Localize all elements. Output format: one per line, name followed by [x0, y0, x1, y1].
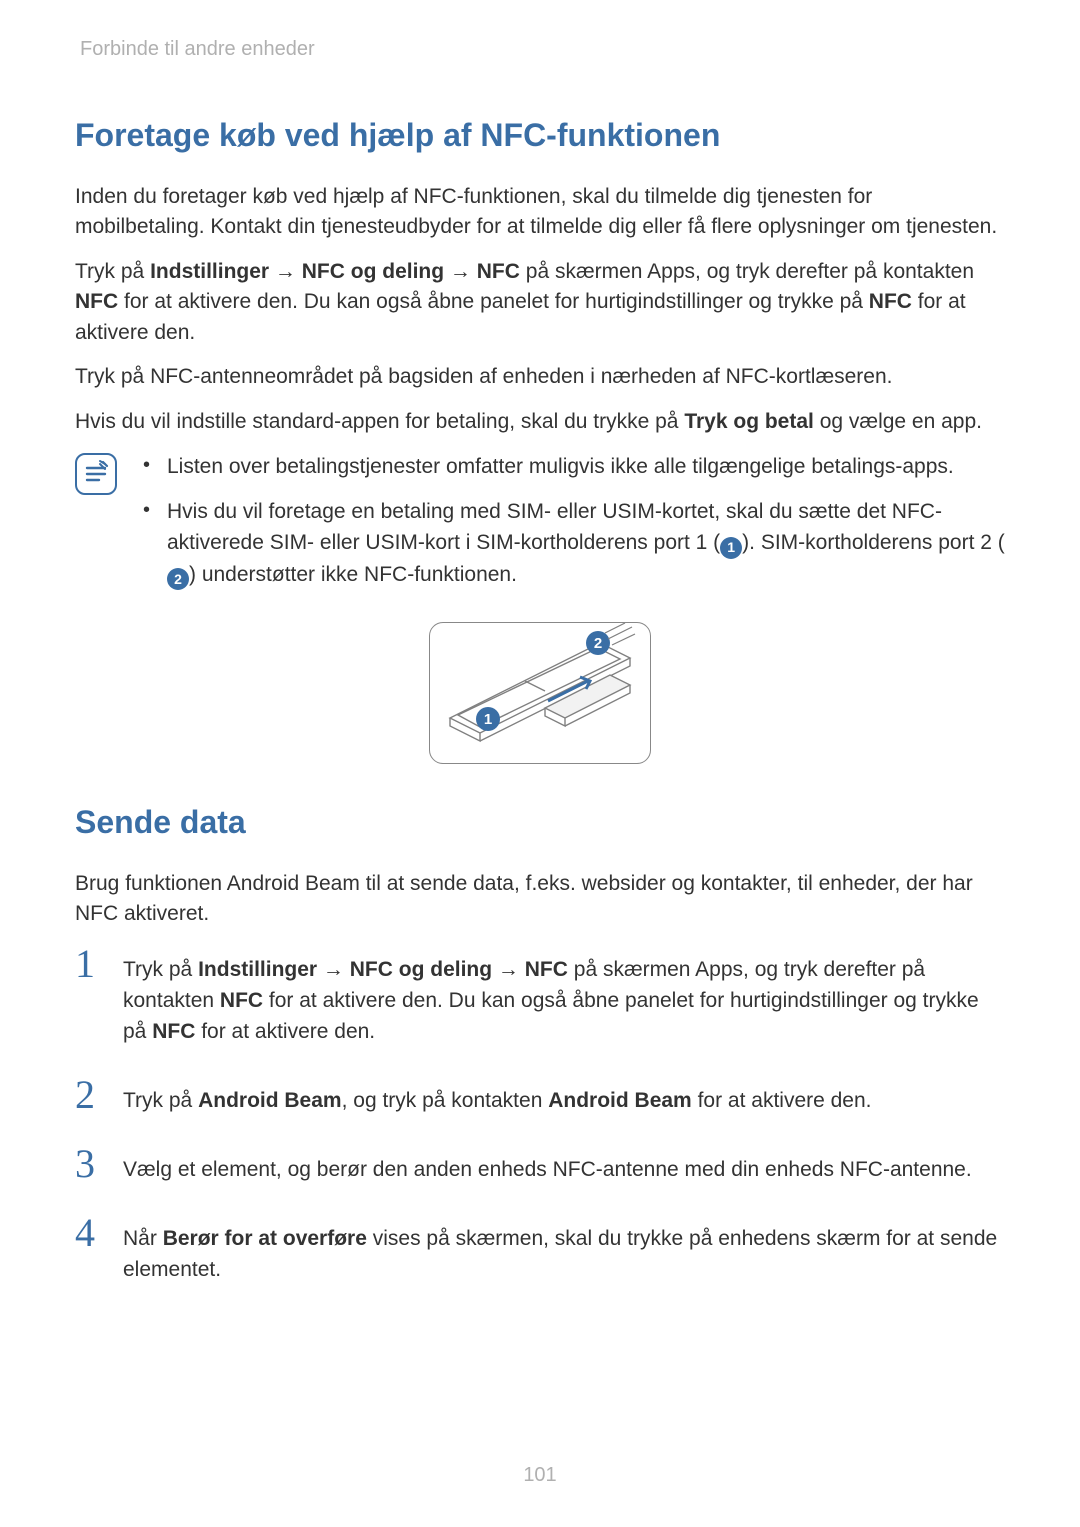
arrow-icon: → [317, 958, 350, 981]
text: Når [123, 1227, 163, 1250]
step-number: 2 [75, 1075, 103, 1115]
bold-tryk-og-betal: Tryk og betal [684, 410, 814, 433]
bold-nfc-og-deling: NFC og deling [302, 260, 444, 283]
step-text: Vælg et element, og berør den anden enhe… [123, 1144, 972, 1185]
steps-list: 1 Tryk på Indstillinger → NFC og deling … [75, 944, 1005, 1286]
step-text: Tryk på Android Beam, og tryk på kontakt… [123, 1075, 872, 1116]
circle-number-2: 2 [167, 568, 189, 590]
circle-number-1: 1 [720, 537, 742, 559]
text: Hvis du vil indstille standard-appen for… [75, 410, 684, 433]
bold-nfc-og-deling: NFC og deling [350, 958, 492, 981]
text: ). SIM-kortholderens port 2 ( [742, 531, 1005, 554]
step-text: Tryk på Indstillinger → NFC og deling → … [123, 944, 1005, 1047]
bold-nfc: NFC [477, 260, 520, 283]
step-3: 3 Vælg et element, og berør den anden en… [75, 1144, 1005, 1185]
paragraph: Tryk på NFC-antenneområdet på bagsiden a… [75, 362, 1005, 392]
diagram-label-1: 1 [484, 711, 492, 728]
bold-indstillinger: Indstillinger [150, 260, 269, 283]
arrow-icon: → [444, 260, 477, 283]
section-heading-nfc-purchase: Foretage køb ved hjælp af NFC-funktionen [75, 117, 1005, 154]
note-item: Listen over betalingstjenester omfatter … [139, 451, 1005, 482]
text: på skærmen Apps, og tryk derefter på kon… [520, 260, 974, 283]
bold-nfc: NFC [75, 290, 118, 313]
bold-nfc: NFC [525, 958, 568, 981]
text: og vælge en app. [814, 410, 982, 433]
note-icon [75, 453, 117, 495]
arrow-icon: → [492, 958, 525, 981]
step-4: 4 Når Berør for at overføre vises på skæ… [75, 1213, 1005, 1285]
bold-android-beam: Android Beam [548, 1089, 692, 1112]
step-number: 3 [75, 1144, 103, 1184]
text: Tryk på [75, 260, 150, 283]
text: ) understøtter ikke NFC-funktionen. [189, 563, 517, 586]
note-list: Listen over betalingstjenester omfatter … [139, 451, 1005, 604]
paragraph: Tryk på Indstillinger → NFC og deling → … [75, 257, 1005, 348]
note-block: Listen over betalingstjenester omfatter … [75, 451, 1005, 604]
text: Tryk på [123, 958, 198, 981]
text: for at aktivere den. Du kan også åbne pa… [118, 290, 869, 313]
paragraph: Inden du foretager køb ved hjælp af NFC-… [75, 182, 1005, 243]
arrow-icon: → [269, 260, 302, 283]
step-1: 1 Tryk på Indstillinger → NFC og deling … [75, 944, 1005, 1047]
sim-tray-diagram: 1 2 [75, 622, 1005, 764]
page-number: 101 [0, 1464, 1080, 1487]
paragraph: Hvis du vil indstille standard-appen for… [75, 407, 1005, 437]
step-number: 1 [75, 944, 103, 984]
step-2: 2 Tryk på Android Beam, og tryk på konta… [75, 1075, 1005, 1116]
text: , og tryk på kontakten [342, 1089, 549, 1112]
step-text: Når Berør for at overføre vises på skærm… [123, 1213, 1005, 1285]
bold-beroer-for-at-overfoere: Berør for at overføre [163, 1227, 367, 1250]
bold-android-beam: Android Beam [198, 1089, 342, 1112]
diagram-label-2: 2 [594, 635, 602, 652]
text: Tryk på [123, 1089, 198, 1112]
text: for at aktivere den. [195, 1020, 375, 1043]
note-item: Hvis du vil foretage en betaling med SIM… [139, 496, 1005, 590]
section-heading-send-data: Sende data [75, 804, 1005, 841]
step-number: 4 [75, 1213, 103, 1253]
breadcrumb: Forbinde til andre enheder [75, 38, 1005, 61]
bold-nfc: NFC [220, 989, 263, 1012]
bold-nfc: NFC [869, 290, 912, 313]
bold-indstillinger: Indstillinger [198, 958, 317, 981]
paragraph: Brug funktionen Android Beam til at send… [75, 869, 1005, 930]
bold-nfc: NFC [152, 1020, 195, 1043]
text: for at aktivere den. [692, 1089, 872, 1112]
